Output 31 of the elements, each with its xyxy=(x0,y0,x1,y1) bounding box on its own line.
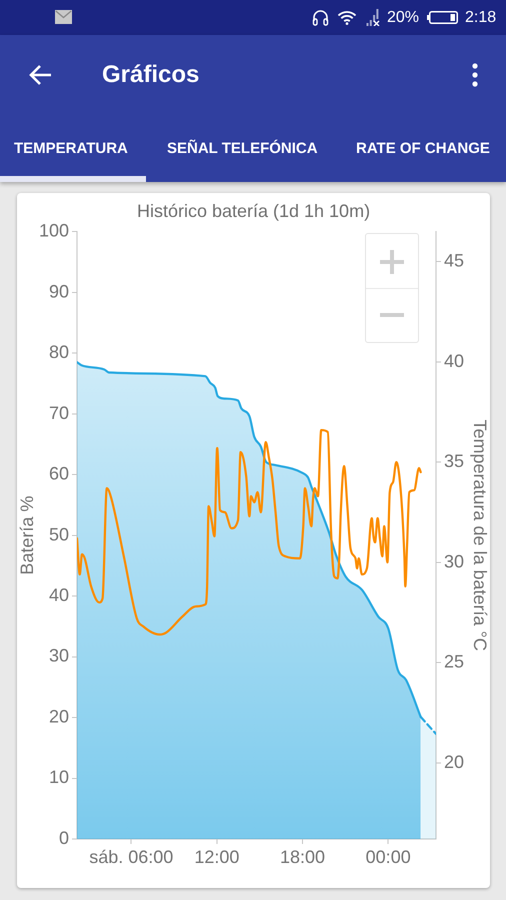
y-tick-label: 70 xyxy=(48,402,69,423)
y2-tick-label: 20 xyxy=(444,752,464,772)
y-tick-label: 30 xyxy=(48,646,69,666)
text: 20% xyxy=(387,8,420,27)
x-tick-label: sáb. 06:00 xyxy=(89,846,174,867)
y2-tick-label: 35 xyxy=(444,451,464,472)
x-tick-label: 18:00 xyxy=(280,846,326,867)
text: SEÑAL TELEFÓNICA xyxy=(167,140,318,158)
y-tick-label: 80 xyxy=(48,342,69,362)
y2-tick-label: 25 xyxy=(444,652,464,672)
text: TEMPERATURA xyxy=(14,140,128,158)
y-tick-label: 50 xyxy=(48,524,69,544)
x-tick-label: 00:00 xyxy=(366,846,411,867)
y-axis-title: Batería % xyxy=(16,496,37,575)
y-tick-label: 20 xyxy=(48,706,69,726)
y-tick-label: 90 xyxy=(48,281,69,302)
y2-tick-label: 30 xyxy=(444,551,464,572)
chart-title: Histórico batería (1d 1h 10m) xyxy=(136,200,370,221)
y-tick-label: 100 xyxy=(38,220,69,241)
text: 2:18 xyxy=(465,8,496,27)
text: RATE OF CHANGE xyxy=(356,140,490,158)
text: Gráficos xyxy=(102,61,200,89)
y-tick-label: 40 xyxy=(48,585,69,606)
y-tick-label: 10 xyxy=(48,767,69,788)
y2-tick-label: 40 xyxy=(444,350,464,371)
y2-tick-label: 45 xyxy=(444,250,464,271)
y-tick-label: 60 xyxy=(48,464,69,484)
line-series xyxy=(77,428,422,636)
x-tick-label: 12:00 xyxy=(194,846,240,867)
y2-axis-title: Temperatura de la batería °C xyxy=(470,420,490,651)
y-tick-label: 0 xyxy=(58,828,69,848)
